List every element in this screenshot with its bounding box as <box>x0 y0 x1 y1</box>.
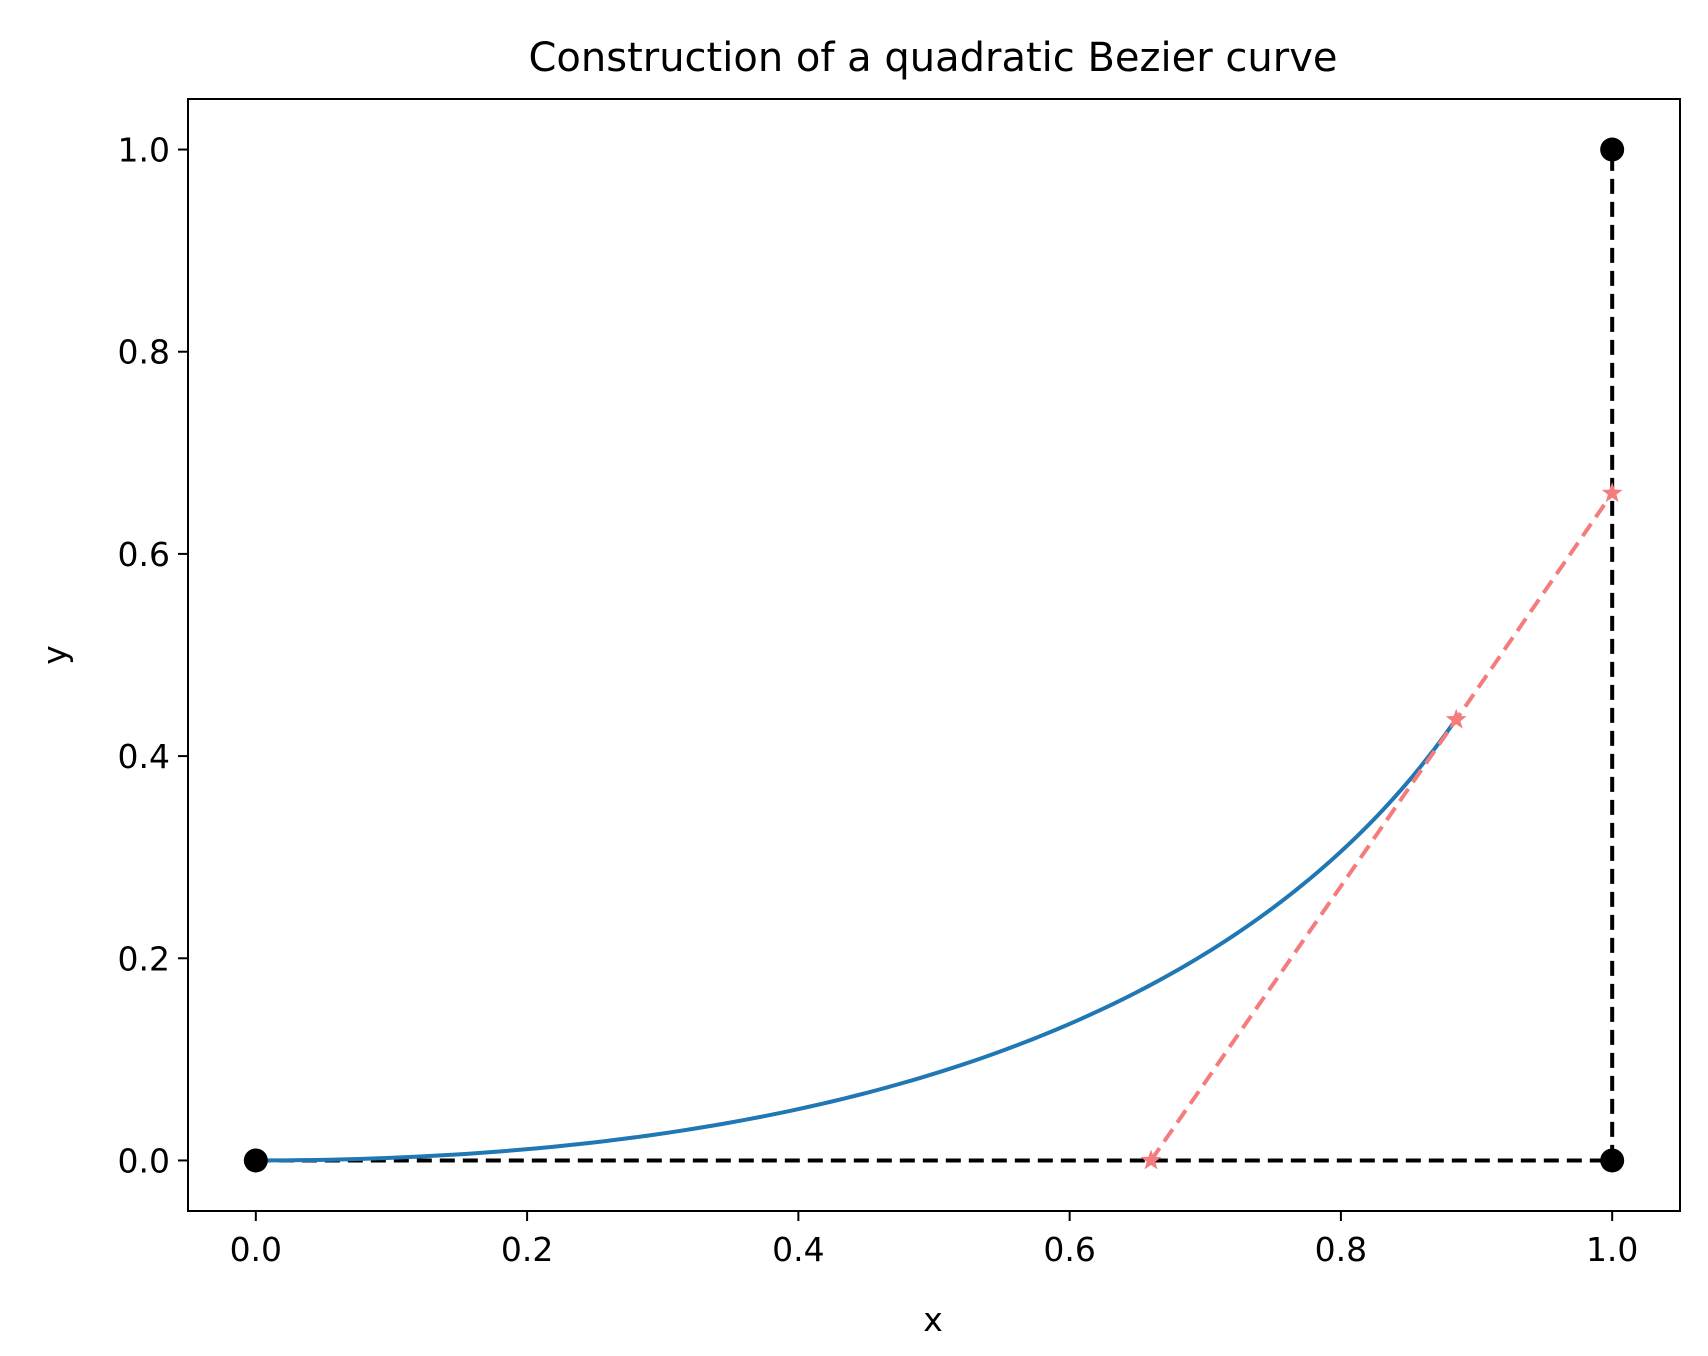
x-axis-ticks: 0.0 0.2 0.4 0.6 0.8 1.0 <box>230 1211 1638 1269</box>
y-tick-label: 0.2 <box>118 939 170 978</box>
plot-area <box>243 137 1625 1173</box>
x-tick-label: 1.0 <box>1586 1230 1638 1269</box>
x-tick-label: 0.4 <box>772 1230 824 1269</box>
y-axis-label: y <box>35 645 74 665</box>
y-tick-label: 0.6 <box>118 535 170 574</box>
control-point-marker <box>1600 137 1625 162</box>
y-tick-label: 1.0 <box>118 131 170 170</box>
x-tick-label: 0.6 <box>1043 1230 1095 1269</box>
y-tick-label: 0.4 <box>118 737 170 776</box>
control-point-marker <box>1600 1148 1625 1173</box>
control-point-marker <box>243 1148 268 1173</box>
chart-title: Construction of a quadratic Bezier curve <box>528 35 1337 81</box>
construction-star-marker <box>1140 1149 1162 1170</box>
y-axis-ticks: 0.0 0.2 0.4 0.6 0.8 1.0 <box>118 131 188 1180</box>
x-tick-label: 0.0 <box>230 1230 282 1269</box>
x-axis-label: x <box>923 1300 943 1339</box>
axes-frame <box>187 98 1681 1212</box>
x-tick-label: 0.2 <box>501 1230 553 1269</box>
y-tick-label: 0.0 <box>118 1141 170 1180</box>
construction-star-marker <box>1601 482 1623 503</box>
construction-star-marker <box>1445 708 1467 729</box>
y-tick-label: 0.8 <box>118 333 170 372</box>
bezier-curve-line <box>253 718 1458 1163</box>
x-tick-label: 0.8 <box>1315 1230 1367 1269</box>
